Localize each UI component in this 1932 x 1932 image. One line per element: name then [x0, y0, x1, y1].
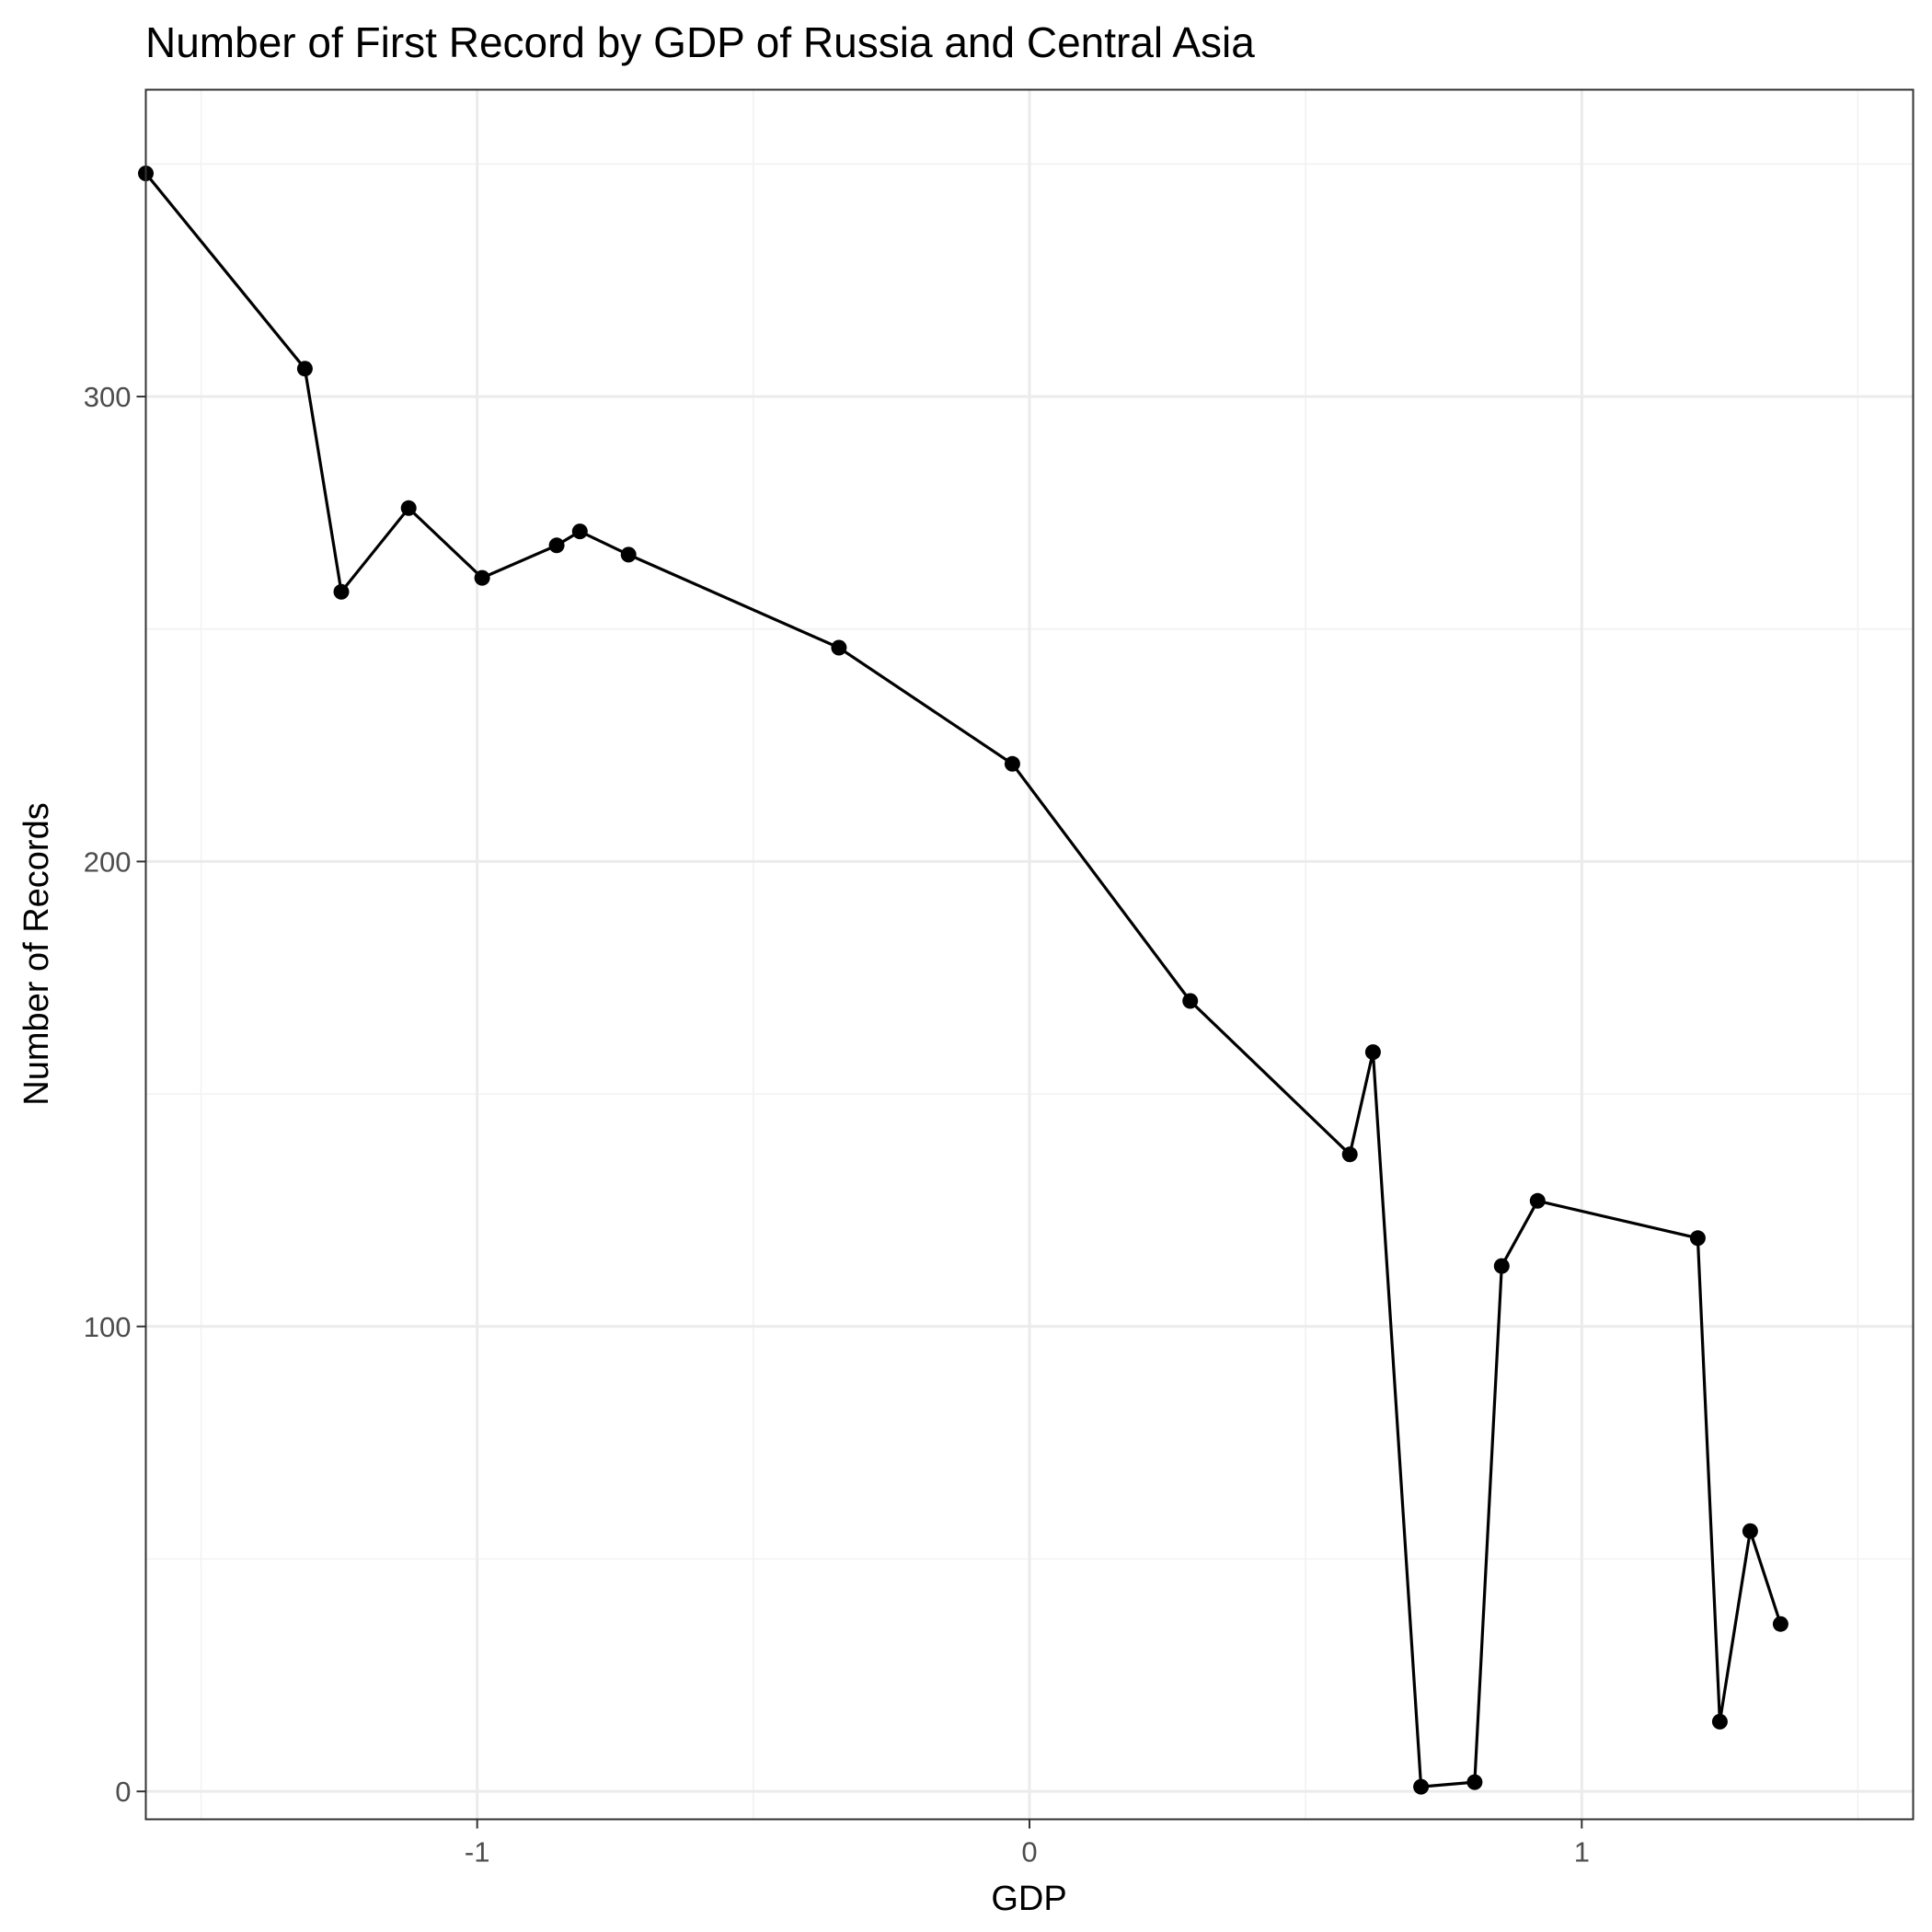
y-tick-label: 100: [84, 1311, 132, 1343]
y-tick-label: 0: [115, 1776, 131, 1808]
y-tick-label: 300: [84, 381, 132, 413]
data-point: [474, 569, 490, 586]
data-point: [1466, 1774, 1483, 1790]
data-point: [1772, 1616, 1788, 1632]
data-point: [1413, 1778, 1430, 1795]
panel-border: [144, 88, 1915, 1821]
data-point: [296, 361, 313, 377]
grid: [145, 89, 1914, 1820]
data-point: [400, 500, 417, 516]
data-points: [138, 166, 1788, 1795]
data-point: [333, 583, 350, 600]
series-line: [144, 172, 1782, 1788]
x-axis-title: GDP: [991, 1880, 1066, 1918]
data-point: [1689, 1230, 1706, 1247]
data-point: [1182, 993, 1199, 1009]
data-point: [1364, 1044, 1381, 1061]
data-point: [1493, 1258, 1510, 1274]
data-point: [1004, 755, 1020, 772]
x-tick-label: -1: [465, 1836, 490, 1869]
data-point: [1711, 1713, 1728, 1730]
data-point: [1742, 1523, 1758, 1539]
data-point: [571, 523, 588, 540]
data-point: [831, 639, 847, 656]
data-point: [620, 546, 637, 563]
x-tick-label: 0: [1021, 1836, 1037, 1869]
data-point: [1341, 1146, 1358, 1163]
y-tick-label: 200: [84, 845, 132, 878]
axes: -1 0 1 0 100 200 300: [84, 381, 1590, 1868]
chart-title: Number of First Record by GDP of Russia …: [145, 18, 1255, 66]
x-tick-label: 1: [1574, 1836, 1590, 1869]
data-point: [548, 537, 565, 554]
data-point: [1529, 1192, 1546, 1209]
series: [138, 166, 1788, 1795]
y-axis-title: Number of Records: [17, 802, 56, 1105]
